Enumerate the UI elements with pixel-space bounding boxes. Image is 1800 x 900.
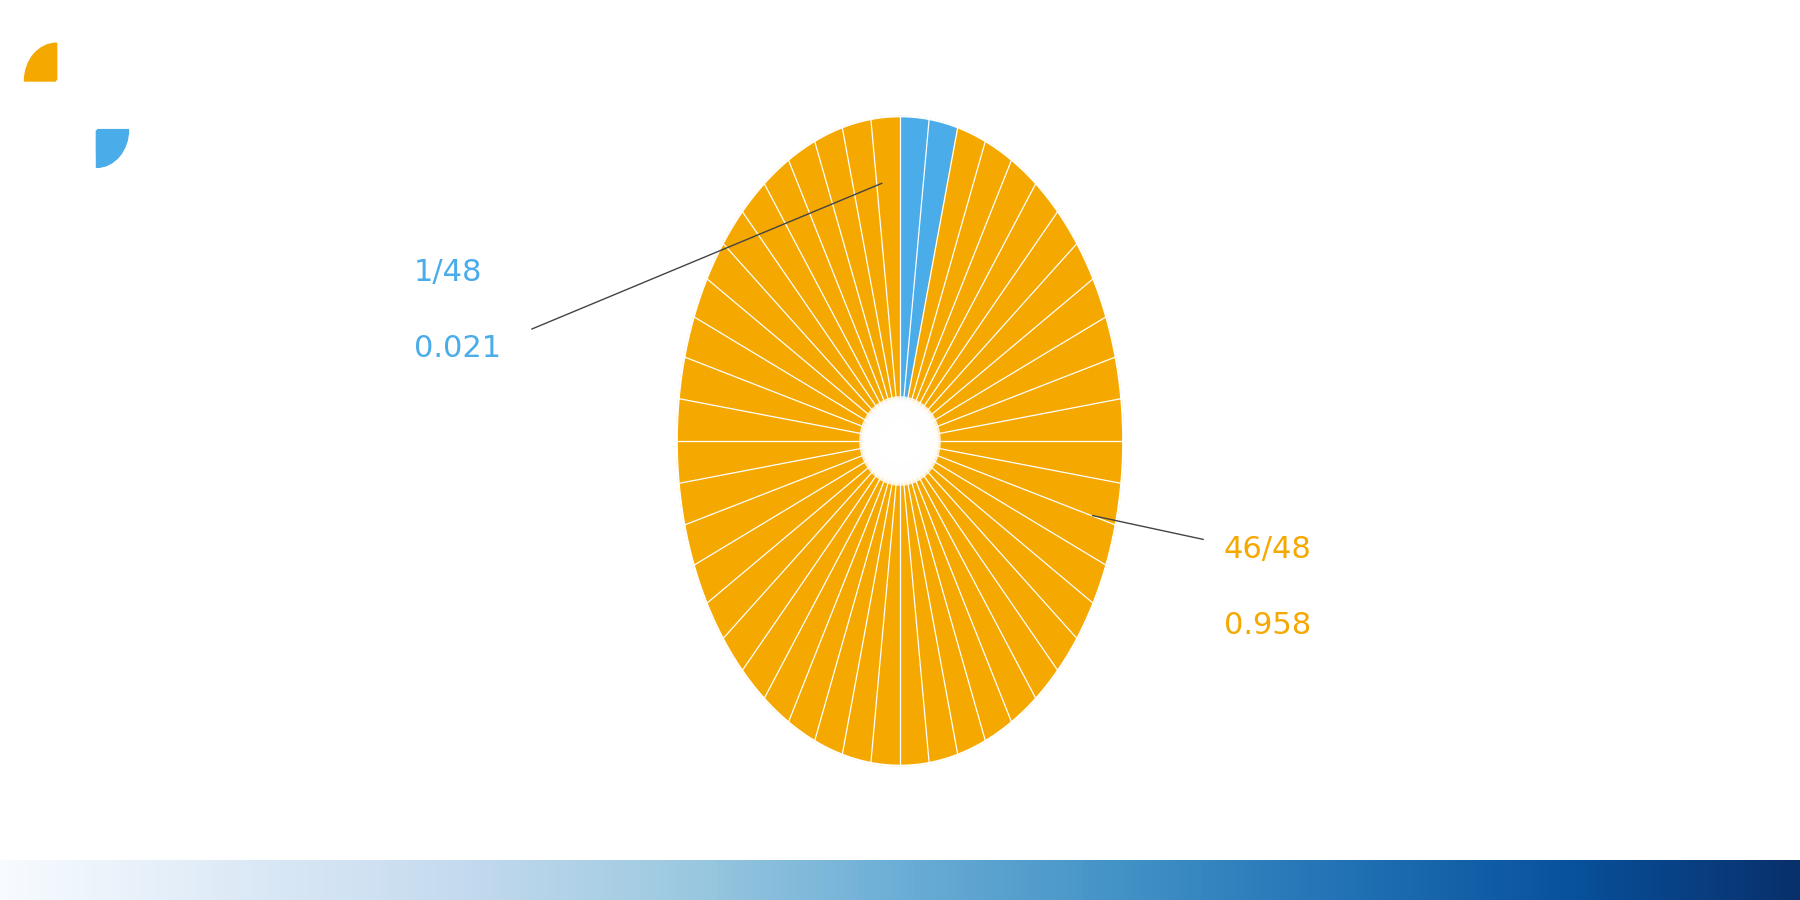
Circle shape — [871, 410, 929, 472]
Circle shape — [887, 427, 913, 455]
Polygon shape — [900, 357, 1121, 441]
Circle shape — [896, 437, 904, 445]
Polygon shape — [693, 441, 900, 603]
Circle shape — [877, 416, 923, 466]
Polygon shape — [900, 441, 1107, 603]
Polygon shape — [842, 441, 900, 763]
Polygon shape — [788, 141, 900, 441]
Polygon shape — [900, 141, 1012, 441]
Polygon shape — [900, 441, 958, 763]
Circle shape — [862, 399, 938, 483]
Text: 0.021: 0.021 — [414, 334, 500, 363]
Polygon shape — [788, 441, 900, 741]
Polygon shape — [900, 160, 1035, 441]
Circle shape — [886, 425, 914, 457]
Polygon shape — [900, 127, 985, 441]
Polygon shape — [724, 212, 900, 441]
Circle shape — [889, 428, 911, 454]
Circle shape — [866, 403, 934, 479]
Polygon shape — [900, 441, 1093, 639]
Polygon shape — [684, 317, 900, 441]
Polygon shape — [707, 243, 900, 441]
Polygon shape — [693, 279, 900, 441]
Polygon shape — [742, 441, 900, 698]
Text: SOM: SOM — [56, 153, 97, 171]
Circle shape — [864, 401, 936, 481]
Polygon shape — [900, 441, 1076, 670]
Polygon shape — [871, 116, 900, 441]
Text: STORY OF MATHEMATICS: STORY OF MATHEMATICS — [50, 185, 103, 189]
Polygon shape — [900, 212, 1076, 441]
Polygon shape — [684, 441, 900, 565]
Circle shape — [860, 397, 940, 485]
Wedge shape — [25, 43, 56, 81]
Polygon shape — [871, 441, 900, 766]
Wedge shape — [97, 130, 128, 167]
Text: 46/48: 46/48 — [1224, 535, 1312, 563]
Circle shape — [873, 411, 927, 471]
Polygon shape — [900, 119, 958, 441]
Circle shape — [869, 408, 931, 474]
Polygon shape — [707, 441, 900, 639]
Circle shape — [882, 420, 918, 462]
Polygon shape — [815, 441, 900, 755]
Polygon shape — [900, 441, 1058, 698]
Polygon shape — [900, 243, 1093, 441]
Polygon shape — [742, 184, 900, 441]
Polygon shape — [765, 441, 900, 722]
Circle shape — [875, 414, 925, 468]
Polygon shape — [677, 441, 900, 483]
Polygon shape — [765, 160, 900, 441]
Polygon shape — [900, 184, 1058, 441]
Circle shape — [868, 405, 932, 477]
Polygon shape — [900, 441, 1012, 741]
Polygon shape — [65, 92, 97, 130]
Circle shape — [884, 422, 916, 460]
Polygon shape — [900, 441, 1123, 483]
Polygon shape — [900, 279, 1107, 441]
Polygon shape — [677, 399, 900, 441]
Polygon shape — [900, 441, 1035, 722]
Polygon shape — [900, 441, 929, 766]
Polygon shape — [900, 399, 1123, 441]
Polygon shape — [900, 441, 1121, 525]
Circle shape — [891, 431, 909, 451]
Circle shape — [880, 419, 920, 463]
Circle shape — [893, 433, 907, 449]
Polygon shape — [900, 116, 929, 441]
Polygon shape — [679, 441, 900, 525]
Polygon shape — [900, 441, 985, 755]
Polygon shape — [724, 441, 900, 670]
Circle shape — [878, 418, 922, 464]
Polygon shape — [815, 127, 900, 441]
Circle shape — [895, 436, 905, 446]
Text: 1/48: 1/48 — [414, 257, 482, 286]
Polygon shape — [900, 441, 1116, 565]
Polygon shape — [56, 81, 88, 119]
Polygon shape — [900, 317, 1116, 441]
Polygon shape — [679, 357, 900, 441]
Text: 0.958: 0.958 — [1224, 611, 1310, 640]
Polygon shape — [842, 119, 900, 441]
